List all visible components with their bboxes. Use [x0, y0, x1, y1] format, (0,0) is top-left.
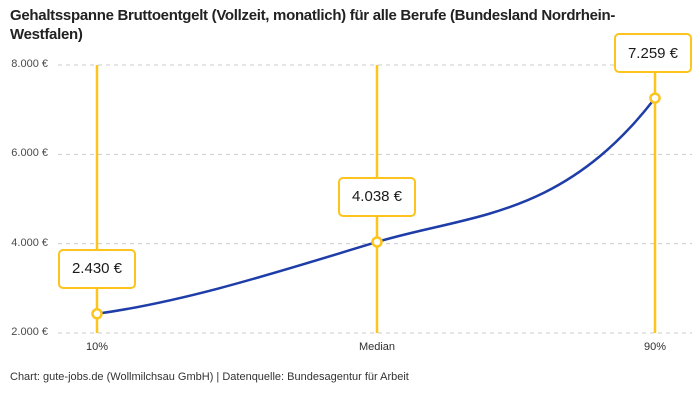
x-axis-label-median: Median [358, 341, 396, 353]
y-axis-tick-label: 2.000 € [11, 326, 48, 338]
attribution-text: Chart: gute-jobs.de (Wollmilchsau GmbH) … [10, 371, 409, 383]
chart-title: Gehaltsspanne Bruttoentgelt (Vollzeit, m… [10, 7, 616, 44]
value-label-box-90th: 7.259 € [614, 33, 692, 74]
value-label-text: 4.038 € [351, 188, 403, 206]
value-label-text: 2.430 € [71, 260, 123, 278]
value-label-box-median: 4.038 € [338, 176, 416, 217]
data-point-marker[interactable] [91, 308, 103, 320]
value-label-box-10th: 2.430 € [58, 248, 136, 289]
data-point-marker[interactable] [371, 236, 383, 248]
x-axis-label-90th-percentile: 90% [643, 341, 667, 353]
data-point-marker[interactable] [649, 92, 661, 104]
x-axis-label-10th-percentile: 10% [85, 341, 109, 353]
y-axis-tick-label: 8.000 € [11, 58, 48, 70]
y-axis-tick-label: 4.000 € [11, 236, 48, 249]
y-axis-tick-label: 6.000 € [11, 147, 48, 160]
value-label-text: 7.259 € [627, 44, 679, 62]
